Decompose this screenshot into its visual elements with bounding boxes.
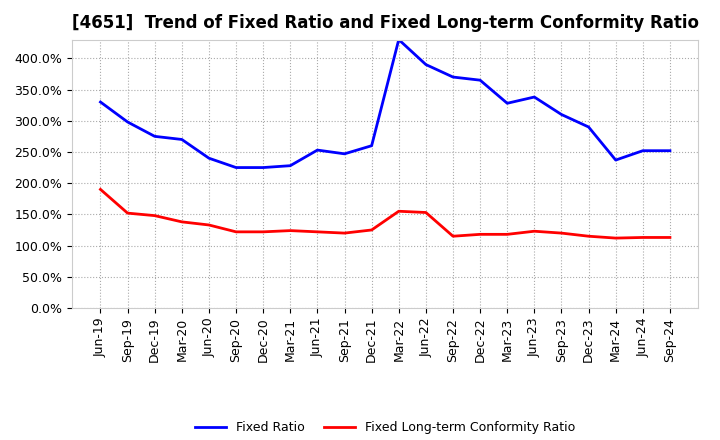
Fixed Ratio	[123, 119, 132, 125]
Fixed Long-term Conformity Ratio	[584, 234, 593, 239]
Fixed Long-term Conformity Ratio	[232, 229, 240, 235]
Fixed Long-term Conformity Ratio	[341, 231, 349, 236]
Fixed Ratio	[421, 62, 430, 67]
Fixed Long-term Conformity Ratio	[259, 229, 268, 235]
Fixed Long-term Conformity Ratio	[421, 210, 430, 215]
Fixed Ratio	[611, 158, 620, 163]
Fixed Long-term Conformity Ratio	[367, 227, 376, 233]
Line: Fixed Ratio: Fixed Ratio	[101, 40, 670, 168]
Fixed Ratio	[367, 143, 376, 148]
Fixed Ratio	[584, 125, 593, 130]
Fixed Long-term Conformity Ratio	[286, 228, 294, 233]
Fixed Ratio	[178, 137, 186, 142]
Fixed Ratio	[286, 163, 294, 169]
Fixed Ratio	[150, 134, 159, 139]
Fixed Long-term Conformity Ratio	[178, 219, 186, 224]
Fixed Ratio	[395, 37, 403, 42]
Fixed Long-term Conformity Ratio	[665, 235, 674, 240]
Fixed Long-term Conformity Ratio	[503, 232, 511, 237]
Fixed Ratio	[204, 156, 213, 161]
Title: [4651]  Trend of Fixed Ratio and Fixed Long-term Conformity Ratio: [4651] Trend of Fixed Ratio and Fixed Lo…	[72, 15, 698, 33]
Fixed Long-term Conformity Ratio	[639, 235, 647, 240]
Fixed Ratio	[96, 99, 105, 105]
Fixed Ratio	[259, 165, 268, 170]
Fixed Ratio	[503, 101, 511, 106]
Fixed Long-term Conformity Ratio	[204, 222, 213, 227]
Fixed Long-term Conformity Ratio	[449, 234, 457, 239]
Legend: Fixed Ratio, Fixed Long-term Conformity Ratio: Fixed Ratio, Fixed Long-term Conformity …	[190, 416, 580, 439]
Fixed Ratio	[449, 74, 457, 80]
Fixed Long-term Conformity Ratio	[476, 232, 485, 237]
Fixed Long-term Conformity Ratio	[150, 213, 159, 218]
Fixed Ratio	[557, 112, 566, 117]
Line: Fixed Long-term Conformity Ratio: Fixed Long-term Conformity Ratio	[101, 189, 670, 238]
Fixed Long-term Conformity Ratio	[123, 210, 132, 216]
Fixed Long-term Conformity Ratio	[313, 229, 322, 235]
Fixed Long-term Conformity Ratio	[530, 229, 539, 234]
Fixed Ratio	[476, 77, 485, 83]
Fixed Ratio	[341, 151, 349, 157]
Fixed Long-term Conformity Ratio	[96, 187, 105, 192]
Fixed Ratio	[530, 95, 539, 100]
Fixed Ratio	[639, 148, 647, 154]
Fixed Long-term Conformity Ratio	[611, 235, 620, 241]
Fixed Ratio	[665, 148, 674, 154]
Fixed Ratio	[313, 147, 322, 153]
Fixed Long-term Conformity Ratio	[557, 231, 566, 236]
Fixed Long-term Conformity Ratio	[395, 209, 403, 214]
Fixed Ratio	[232, 165, 240, 170]
